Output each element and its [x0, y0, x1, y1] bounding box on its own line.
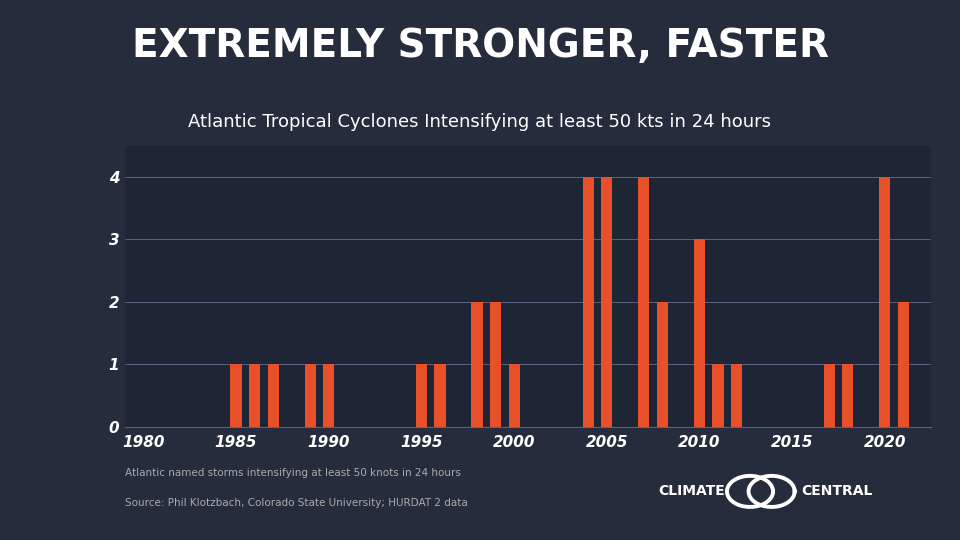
Bar: [842, 364, 853, 427]
Bar: [824, 364, 835, 427]
Bar: [694, 239, 705, 427]
Bar: [657, 302, 668, 427]
Bar: [249, 364, 260, 427]
Bar: [268, 364, 278, 427]
Text: CENTRAL: CENTRAL: [802, 484, 873, 498]
Bar: [712, 364, 724, 427]
Bar: [324, 364, 334, 427]
Bar: [879, 177, 891, 427]
Bar: [583, 177, 594, 427]
Bar: [304, 364, 316, 427]
Text: CLIMATE: CLIMATE: [658, 484, 725, 498]
Bar: [638, 177, 649, 427]
Text: Atlantic Tropical Cyclones Intensifying at least 50 kts in 24 hours: Atlantic Tropical Cyclones Intensifying …: [188, 113, 772, 131]
Bar: [416, 364, 427, 427]
Bar: [509, 364, 519, 427]
Bar: [490, 302, 501, 427]
Text: Source: Phil Klotzbach, Colorado State University; HURDAT 2 data: Source: Phil Klotzbach, Colorado State U…: [125, 497, 468, 508]
Bar: [731, 364, 742, 427]
Bar: [471, 302, 483, 427]
Text: Atlantic named storms intensifying at least 50 knots in 24 hours: Atlantic named storms intensifying at le…: [125, 468, 461, 478]
Bar: [601, 177, 612, 427]
Bar: [230, 364, 242, 427]
Text: EXTREMELY STRONGER, FASTER: EXTREMELY STRONGER, FASTER: [132, 27, 828, 65]
Bar: [434, 364, 445, 427]
Bar: [898, 302, 909, 427]
